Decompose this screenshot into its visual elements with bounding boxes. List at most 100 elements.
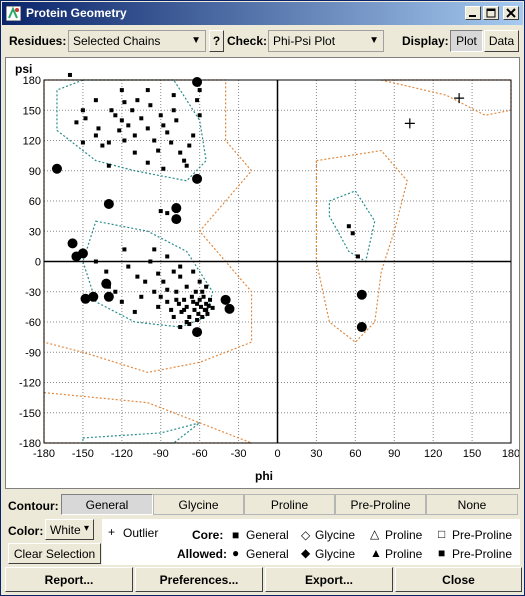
point-general <box>174 289 179 294</box>
close-button[interactable]: Close <box>395 567 522 592</box>
point-general <box>187 322 192 327</box>
help-button[interactable]: ? <box>209 30 224 52</box>
point-general <box>191 299 196 304</box>
point-general <box>152 289 157 294</box>
point-outlier <box>77 248 88 259</box>
point-general <box>210 305 215 310</box>
contour-proline-button[interactable]: Proline <box>244 494 335 515</box>
point-general <box>178 325 183 330</box>
point-general <box>179 309 184 314</box>
point-general <box>350 231 355 236</box>
point-general <box>187 143 192 148</box>
export-label: Export... <box>304 572 353 587</box>
point-general <box>204 301 209 306</box>
point-general <box>139 116 144 121</box>
legend-outlier: Outlier <box>123 526 159 540</box>
point-general <box>143 279 148 284</box>
point-general <box>178 264 183 269</box>
point-general <box>152 247 157 252</box>
point-general <box>80 108 85 113</box>
x-tick-label: -30 <box>231 448 247 460</box>
point-general <box>158 294 163 299</box>
contour-pre-proline-button[interactable]: Pre-Proline <box>335 494 426 515</box>
point-general <box>117 128 122 133</box>
contour-bottom-allowed <box>43 391 252 444</box>
point-outlier <box>192 173 203 184</box>
point-general <box>191 269 196 274</box>
point-general <box>93 98 98 103</box>
legend-allowed-pre-proline: Pre-Proline <box>452 547 513 561</box>
point-general <box>83 116 88 121</box>
contour-glycine-button[interactable]: Glycine <box>153 494 244 515</box>
report-button[interactable]: Report... <box>5 567 133 592</box>
plot-points <box>51 72 465 338</box>
residues-dropdown[interactable]: Selected Chains ▼ <box>68 30 206 52</box>
clear-selection-button[interactable]: Clear Selection <box>8 543 101 564</box>
allowed-glycine-icon: ◆ <box>301 546 311 560</box>
y-tick-label: -60 <box>25 317 41 329</box>
plot-toggle[interactable]: Plot <box>450 30 483 52</box>
preferences-button[interactable]: Preferences... <box>135 567 263 592</box>
point-general <box>93 133 98 138</box>
title-bar[interactable]: Protein Geometry <box>2 2 523 25</box>
y-axis-label: psi <box>15 62 32 76</box>
point-outlier <box>224 303 235 314</box>
point-general <box>355 254 360 259</box>
legend-core-pre-proline: Pre-Proline <box>452 528 513 542</box>
x-tick-label: -120 <box>111 448 133 460</box>
contour-general-button[interactable]: General <box>61 494 153 515</box>
allowed-pre-proline-icon: ■ <box>438 546 446 560</box>
y-tick-label: 30 <box>29 226 41 238</box>
maximize-button[interactable] <box>483 6 499 20</box>
y-tick-label: -120 <box>19 378 41 390</box>
point-outlier <box>88 291 99 302</box>
close-window-button[interactable] <box>503 6 519 20</box>
point-general <box>104 269 109 274</box>
point-general <box>178 150 183 155</box>
point-general <box>122 100 127 105</box>
minimize-button[interactable] <box>465 6 481 20</box>
point-general <box>165 130 170 135</box>
chevron-down-icon: ▼ <box>191 35 201 46</box>
point-general <box>205 311 210 316</box>
residues-value: Selected Chains <box>73 34 161 48</box>
point-general <box>122 138 127 143</box>
point-general <box>148 259 153 264</box>
bottom-button-bar: Report... Preferences... Export... Close <box>2 567 523 595</box>
x-tick-label: 60 <box>349 448 361 460</box>
point-general <box>204 307 209 312</box>
export-button[interactable]: Export... <box>265 567 393 592</box>
legend-core-glycine: Glycine <box>315 528 356 542</box>
check-dropdown[interactable]: Phi-Psi Plot ▼ <box>268 30 384 52</box>
point-general <box>113 289 118 294</box>
outlier-icon: + <box>108 525 116 539</box>
color-dropdown[interactable]: White ▾ <box>45 519 94 540</box>
point-general <box>109 108 114 113</box>
point-general <box>106 163 111 168</box>
point-general <box>148 103 153 108</box>
point-general <box>132 150 137 155</box>
point-general <box>152 138 157 143</box>
contour-none-button[interactable]: None <box>426 494 518 515</box>
point-general <box>191 133 196 138</box>
x-tick-label: 90 <box>388 448 400 460</box>
point-general <box>161 166 166 171</box>
data-toggle[interactable]: Data <box>484 30 519 52</box>
y-tick-label: 60 <box>29 196 41 208</box>
point-general <box>182 158 187 163</box>
phi-psi-plot-panel[interactable]: -180 -150 -120 -90 -60 -30 0 30 60 90 120 150 180 180… <box>5 57 520 489</box>
point-general <box>184 284 189 289</box>
plot-toggle-label: Plot <box>456 34 477 48</box>
point-general <box>100 143 105 148</box>
legend-allowed-label: Allowed: <box>177 547 227 561</box>
y-tick-label: 150 <box>23 105 41 117</box>
legend-core-proline: Proline <box>385 528 423 542</box>
ramachandran-plot[interactable]: -180 -150 -120 -90 -60 -30 0 30 60 90 120 150 180 180… <box>6 58 520 488</box>
contour-bottom-core <box>82 422 201 444</box>
point-general <box>119 118 124 123</box>
core-general-icon: ■ <box>232 528 240 542</box>
point-general <box>171 93 176 98</box>
point-general <box>196 311 201 316</box>
point-general <box>197 113 202 118</box>
x-axis-label: phi <box>255 469 273 483</box>
